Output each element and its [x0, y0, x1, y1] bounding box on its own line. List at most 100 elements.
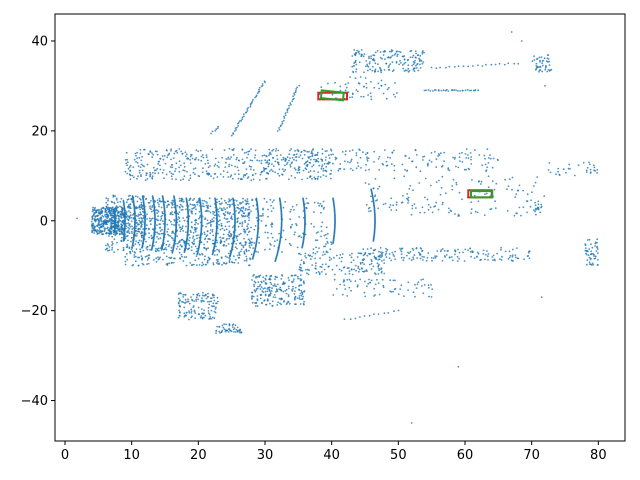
scatter-point: [382, 54, 385, 56]
scatter-point: [313, 176, 316, 179]
scatter-point: [166, 156, 169, 159]
scatter-point: [441, 203, 444, 206]
scatter-point: [188, 302, 191, 305]
scatter-point: [146, 248, 149, 251]
scatter-point: [263, 170, 265, 172]
scatter-point: [235, 328, 238, 331]
scatter-point: [397, 309, 400, 312]
scatter-point: [285, 288, 288, 291]
scatter-point: [461, 151, 463, 154]
scatter-point: [222, 237, 225, 239]
scatter-point: [223, 149, 226, 152]
scatter-point: [266, 160, 269, 162]
scatter-point: [434, 255, 436, 257]
scatter-point: [362, 95, 365, 98]
scatter-point: [156, 201, 159, 204]
scatter-point: [207, 204, 210, 207]
scatter-point: [213, 305, 216, 308]
scatter-point: [170, 206, 173, 209]
scatter-point: [129, 173, 131, 176]
scatter-point: [481, 65, 484, 67]
scatter-point: [390, 197, 392, 200]
scatter-point: [407, 199, 410, 202]
scatter-point: [217, 166, 220, 169]
scatter-point: [354, 59, 357, 62]
scatter-point: [220, 224, 223, 227]
scatter-point: [218, 325, 221, 328]
scatter-point: [298, 235, 301, 238]
scatter-point: [190, 210, 193, 213]
scatter-point: [272, 296, 275, 298]
scatter-point: [388, 50, 391, 53]
scatter-point: [203, 231, 206, 234]
scatter-point: [374, 256, 376, 259]
scatter-point: [370, 268, 373, 270]
scatter-point: [533, 185, 535, 187]
scatter-point: [369, 281, 372, 284]
scatter-point: [127, 231, 130, 233]
scatter-point: [233, 148, 235, 150]
scatter-point: [195, 157, 198, 159]
scatter-point: [202, 156, 205, 159]
scatter-point: [254, 281, 257, 284]
scatter-point: [196, 264, 198, 266]
scatter-point: [485, 253, 487, 256]
scatter-point: [206, 261, 209, 263]
scatter-point: [226, 329, 229, 332]
scatter-point: [194, 312, 197, 314]
scatter-point: [197, 313, 200, 316]
scatter-point: [287, 107, 290, 110]
scatter-point: [138, 239, 141, 242]
scatter-point: [247, 203, 250, 205]
scatter-point: [168, 203, 171, 206]
scatter-point: [239, 242, 242, 245]
scatter-point: [305, 197, 308, 200]
scatter-point: [131, 228, 134, 231]
scatter-point: [412, 249, 415, 251]
scatter-point: [480, 258, 482, 261]
scatter-point: [161, 171, 164, 174]
scatter-point: [261, 83, 264, 85]
scatter-point: [295, 204, 298, 206]
scatter-point: [292, 287, 294, 290]
scatter-point: [178, 148, 181, 150]
scatter-point: [255, 94, 258, 97]
scatter-point: [279, 154, 282, 156]
scatter-point: [272, 207, 275, 210]
scatter-point: [356, 284, 359, 287]
scatter-point: [321, 164, 324, 167]
scatter-point: [323, 268, 326, 271]
scatter-point: [515, 193, 518, 196]
scatter-point: [109, 213, 112, 216]
scatter-point: [150, 208, 153, 211]
scatter-point: [183, 162, 186, 165]
scatter-point: [596, 238, 599, 241]
scatter-point: [390, 209, 393, 211]
scatter-point: [180, 150, 183, 153]
scatter-point: [343, 318, 346, 320]
scatter-point: [245, 259, 248, 262]
scatter-point: [373, 255, 376, 258]
scatter-point: [419, 63, 421, 66]
scatter-point: [119, 201, 122, 203]
scatter-point: [114, 195, 116, 198]
scatter-point: [156, 153, 159, 156]
scatter-point: [237, 330, 239, 333]
scatter-point: [122, 246, 125, 249]
scatter-point: [91, 217, 94, 220]
scatter-point: [416, 257, 418, 259]
scatter-point: [380, 84, 383, 87]
scatter-point: [470, 255, 472, 258]
scatter-point: [128, 247, 131, 250]
scatter-point: [111, 244, 113, 247]
scatter-point: [176, 235, 179, 238]
scatter-point: [421, 53, 424, 55]
scatter-point: [201, 297, 203, 300]
scatter-point: [166, 204, 169, 207]
scatter-point: [168, 234, 171, 237]
scatter-point: [321, 160, 324, 163]
scatter-point: [487, 253, 490, 255]
scatter-point: [419, 257, 422, 260]
scatter-point: [149, 219, 152, 222]
scatter-point: [352, 70, 354, 73]
